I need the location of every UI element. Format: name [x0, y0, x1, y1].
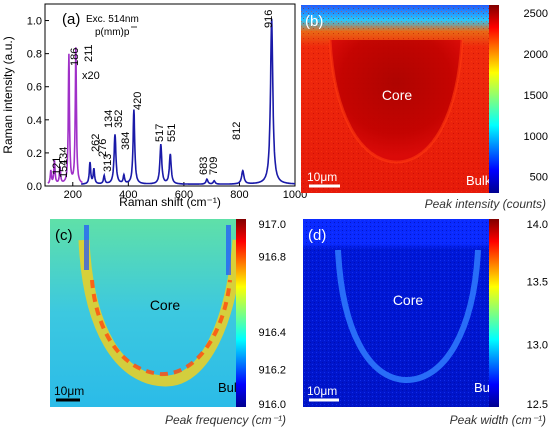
panel-c-right-stripe [226, 225, 231, 275]
panel-a-excitation: Exc. 514nm [86, 14, 139, 25]
panel-a-peak-label: 551 [166, 124, 178, 142]
panel-c-caption: Peak frequency (cm⁻¹) [165, 413, 286, 427]
panel-a-peak-label: 709 [208, 157, 220, 175]
panel-d-interface-ring [335, 249, 481, 384]
panel-c-edge-core [90, 279, 232, 377]
panel-d-colorbar-ticks: 14.0 13.5 13.0 12.5 [527, 219, 548, 411]
panel-a-ytick-label: 0.4 [27, 115, 42, 127]
panel-c-label: (c) [55, 227, 73, 244]
panel-a-geometry: p(mm)p [95, 27, 130, 38]
panel-a-peak-label: 683 [198, 157, 210, 175]
colorbar-tick-label: 1000 [524, 131, 548, 143]
panel-a-ylabel: Raman intensity (a.u.) [1, 36, 15, 153]
colorbar-tick-label: 916.2 [258, 364, 286, 376]
colorbar-tick-label: 1500 [524, 90, 548, 102]
colorbar-tick-label: 917.0 [258, 219, 286, 231]
panel-a-peak-label: 134 [103, 110, 115, 128]
colorbar-tick-label: 500 [530, 172, 548, 184]
panel-a-ytick-label: 0.0 [27, 181, 42, 193]
panel-b-scalebar-label: 10μm [307, 170, 337, 184]
panel-a-peak-label: 517 [154, 124, 166, 142]
panel-d-label: (d) [308, 227, 326, 244]
panel-a-ytick-label: 1.0 [27, 16, 42, 28]
panel-b-label: (b) [305, 13, 323, 30]
panel-a-peak-label: 420 [132, 92, 144, 110]
colorbar-tick-label: 13.0 [527, 339, 548, 351]
panel-a-peak-label: 313 [102, 154, 114, 172]
colorbar-tick-label: 916.8 [258, 252, 286, 264]
colorbar-tick-label: 916.0 [258, 399, 286, 411]
panel-c-scalebar-label: 10μm [54, 384, 84, 398]
colorbar-tick-label: 13.5 [527, 277, 548, 289]
panel-a-xtick-label: 400 [119, 189, 137, 201]
panel-b-core-outline [328, 39, 464, 164]
colorbar-tick-label: 12.5 [527, 399, 548, 411]
colorbar-tick-label: 14.0 [527, 219, 548, 231]
panel-b-core-label: Core [382, 87, 413, 103]
panel-a-series-1 [47, 47, 83, 184]
panel-d-colorbar [489, 219, 499, 407]
panel-b-core-region [330, 40, 462, 163]
colorbar-tick-label: 916.4 [258, 327, 286, 339]
panel-c-colorbar [236, 219, 246, 407]
panel-a-ytick-label: 0.2 [27, 148, 42, 160]
panel-c-core-label: Core [150, 297, 181, 313]
panel-b-caption: Peak intensity (counts) [425, 197, 546, 211]
panel-a-label: (a) [62, 11, 80, 28]
panel-d-scalebar-label: 10μm [307, 384, 337, 398]
panel-a-scale-label: x20 [82, 70, 100, 82]
panel-a-peak-label: 384 [120, 132, 132, 150]
panel-a-peak-label: 186 [69, 48, 81, 66]
panel-a-series [47, 18, 295, 185]
panel-a-peak-label: 154 [58, 160, 70, 178]
panel-d-caption: Peak width (cm⁻¹) [450, 413, 546, 427]
panel-b: (b) Core Bulk 10μm 2500 2000 1500 1000 500 P… [301, 5, 548, 211]
panel-c-left-stripe [84, 225, 89, 270]
panel-c: (c) Core Bulk 10μm 917.0916.8916.4916.29… [50, 219, 286, 427]
panel-a-series-0 [81, 18, 295, 185]
panel-b-colorbar-ticks: 2500 2000 1500 1000 500 [524, 8, 548, 183]
panel-a-ytick-label: 0.8 [27, 49, 42, 61]
panel-a-xtick-label: 600 [175, 189, 193, 201]
panel-d-core-label: Core [393, 292, 424, 308]
panel-a-peak-label: 262 [90, 134, 102, 152]
panel-a-peak-label: 352 [113, 110, 125, 128]
panel-a-peak-label: 134 [58, 147, 70, 165]
panel-b-colorbar [489, 5, 499, 193]
panel-c-colorbar-ticks: 917.0 916.8 916.4 916.2 916.0 [258, 219, 286, 411]
panel-a-peak-label: 916 [263, 10, 275, 28]
panel-a-peak-label: 276 [97, 139, 109, 157]
colorbar-tick-label: 2000 [524, 49, 548, 61]
panel-a-xtick-label: 200 [64, 189, 82, 201]
panel-a-peak-label: 121 [51, 157, 63, 175]
panel-d: (d) Core Bulk 10μm 14.013.513.012.5 Peak… [303, 219, 548, 427]
panel-a-ytick-label: 0.6 [27, 82, 42, 94]
panel-b-bulk-label: Bulk [466, 173, 492, 188]
panel-a-xlabel: Raman shift (cm⁻¹) [119, 195, 221, 209]
colorbar-tick-label: 2500 [524, 8, 548, 20]
panel-a-peak-label: 812 [231, 122, 243, 140]
panel-a-xtick-label: 800 [230, 189, 248, 201]
panel-a-peak-label: 211 [83, 44, 95, 62]
